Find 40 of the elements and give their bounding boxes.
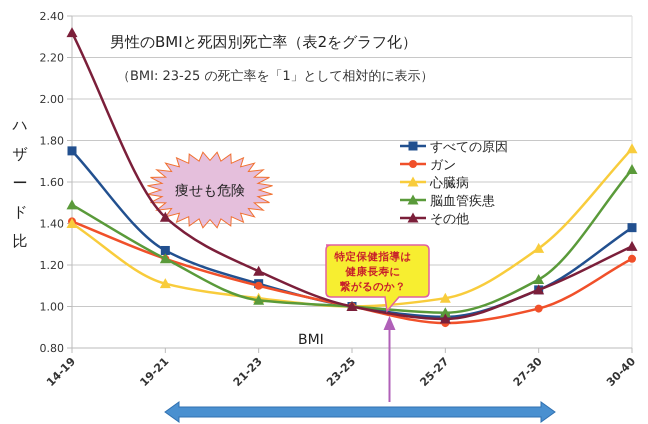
annotation: 繋がるのか？ [340, 280, 406, 293]
y-tick-label: 1.80 [40, 134, 64, 148]
y-axis-title: ハザード比 [12, 116, 28, 250]
point [626, 143, 638, 154]
legend-label: 心臓病 [429, 175, 469, 191]
point [533, 242, 544, 253]
point [160, 246, 170, 255]
point [68, 146, 76, 156]
text: 男性のBMIと死因別死亡率（表2をグラフ化） [110, 33, 418, 51]
point [534, 304, 543, 313]
point [628, 254, 636, 263]
annotation: 特定保健指導は [334, 250, 412, 263]
point [253, 266, 264, 276]
legend-label: その他 [430, 212, 469, 227]
point [66, 199, 78, 210]
y-tick-label: 1.20 [40, 259, 64, 272]
text: （BMI: 23-25 の死亡率を「1」として相対的に表示） [117, 68, 434, 84]
point [66, 27, 78, 38]
legend-label: すべての原因 [430, 140, 508, 155]
point [628, 223, 636, 232]
y-tick-label: 2.00 [40, 93, 64, 106]
point [626, 164, 638, 174]
x-axis-title: BMI [298, 332, 324, 348]
legend-label: 脳血管疾患 [430, 194, 495, 209]
point [66, 218, 78, 228]
y-tick-label: 1.40 [40, 218, 64, 230]
y-tick-label: 0.80 [40, 342, 64, 355]
point [160, 212, 171, 222]
point [533, 274, 544, 284]
legend-label: ガン [430, 158, 456, 173]
y-tick-label: 2.40 [40, 10, 64, 23]
point [626, 240, 638, 251]
point [254, 282, 263, 290]
point [440, 292, 451, 303]
point [160, 278, 171, 288]
y-tick-label: 1.60 [40, 176, 64, 189]
annotation: 健康長寿に [344, 265, 400, 278]
annotation: 痩せも危険 [175, 183, 245, 199]
y-tick-label: 1.00 [40, 300, 64, 314]
y-tick-label: 2.20 [40, 52, 64, 64]
